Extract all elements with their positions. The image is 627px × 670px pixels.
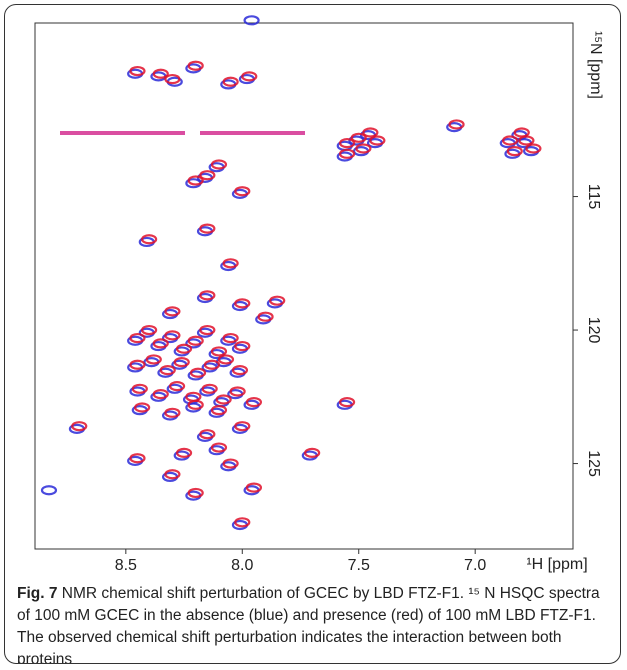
peak bbox=[369, 135, 386, 146]
peak bbox=[134, 402, 151, 413]
peak bbox=[234, 186, 251, 197]
peak bbox=[141, 324, 158, 336]
peak bbox=[187, 60, 204, 71]
peak bbox=[199, 290, 216, 301]
peak bbox=[199, 324, 216, 336]
peak bbox=[199, 223, 216, 234]
peak bbox=[210, 442, 228, 453]
peak bbox=[40, 485, 58, 496]
peak bbox=[222, 76, 239, 87]
peak bbox=[355, 143, 372, 154]
peak bbox=[362, 127, 379, 138]
peak bbox=[350, 132, 367, 143]
x-tick-label: 8.5 bbox=[115, 557, 137, 574]
peak bbox=[187, 335, 204, 346]
peak bbox=[187, 399, 204, 410]
caption-text: NMR chemical shift perturbation of GCEC … bbox=[17, 585, 600, 664]
peak bbox=[152, 338, 169, 349]
peak bbox=[217, 354, 235, 365]
peak bbox=[175, 447, 193, 458]
x-tick-label: 8.0 bbox=[231, 557, 253, 574]
x-tick-label: 7.5 bbox=[348, 557, 370, 574]
peak bbox=[129, 359, 146, 370]
peak bbox=[131, 383, 148, 394]
peak bbox=[145, 354, 162, 365]
peak bbox=[152, 68, 169, 79]
peak bbox=[243, 15, 260, 26]
peak bbox=[222, 332, 239, 344]
y-tick-label: 125 bbox=[585, 450, 602, 477]
y-tick-label: 120 bbox=[585, 317, 602, 344]
peak bbox=[215, 394, 232, 405]
peak bbox=[506, 146, 523, 157]
peak bbox=[257, 311, 274, 322]
y-tick-label: 115 bbox=[585, 184, 602, 210]
peak bbox=[222, 258, 239, 269]
peak bbox=[129, 453, 146, 464]
peak bbox=[129, 65, 146, 77]
peak bbox=[304, 447, 321, 458]
peak bbox=[234, 298, 251, 309]
peak bbox=[338, 397, 356, 408]
peak bbox=[203, 359, 221, 370]
peak bbox=[168, 381, 186, 392]
caption: Fig. 7 NMR chemical shift perturbation o… bbox=[17, 583, 612, 664]
x-axis-label: ¹H [ppm] bbox=[526, 556, 587, 573]
peak bbox=[518, 135, 535, 146]
plot-frame bbox=[34, 22, 574, 550]
peak bbox=[164, 330, 181, 341]
peak bbox=[338, 138, 356, 149]
peak bbox=[199, 429, 216, 440]
peak bbox=[199, 170, 216, 181]
peak bbox=[164, 306, 181, 317]
peak bbox=[71, 421, 88, 432]
peak bbox=[164, 73, 181, 85]
peak bbox=[234, 340, 251, 352]
peak bbox=[502, 135, 519, 146]
peak bbox=[241, 71, 258, 82]
peak bbox=[173, 356, 190, 368]
peak bbox=[187, 487, 204, 499]
x-tick-label: 7.0 bbox=[464, 557, 486, 574]
peak bbox=[141, 234, 158, 245]
peak bbox=[210, 159, 228, 170]
peak bbox=[187, 175, 204, 186]
peak bbox=[210, 405, 228, 416]
peak bbox=[245, 482, 263, 493]
figure: ¹H [ppm] ¹⁵N [ppm] 8.5 8.0 7.5 7.0 115 120 125… bbox=[4, 4, 621, 664]
caption-label: Fig. 7 bbox=[17, 585, 58, 602]
peak bbox=[269, 295, 286, 306]
peak bbox=[152, 389, 169, 400]
peak bbox=[210, 346, 228, 357]
peak bbox=[164, 407, 181, 418]
peak bbox=[231, 365, 249, 376]
peak bbox=[175, 343, 193, 354]
peak bbox=[338, 148, 356, 159]
peak bbox=[234, 421, 251, 432]
peak bbox=[129, 332, 146, 344]
peak bbox=[164, 469, 181, 480]
y-axis-label: ¹⁵N [ppm] bbox=[587, 31, 604, 99]
spectrum: ¹H [ppm] ¹⁵N [ppm] 8.5 8.0 7.5 7.0 115 120 125 bbox=[34, 15, 604, 574]
peak bbox=[201, 383, 218, 394]
peak bbox=[222, 458, 239, 469]
peak bbox=[229, 386, 246, 397]
peak bbox=[159, 365, 176, 376]
peak bbox=[234, 517, 251, 528]
peak bbox=[189, 367, 207, 378]
peak bbox=[525, 143, 542, 154]
peak bbox=[448, 119, 465, 130]
peak bbox=[245, 397, 263, 408]
